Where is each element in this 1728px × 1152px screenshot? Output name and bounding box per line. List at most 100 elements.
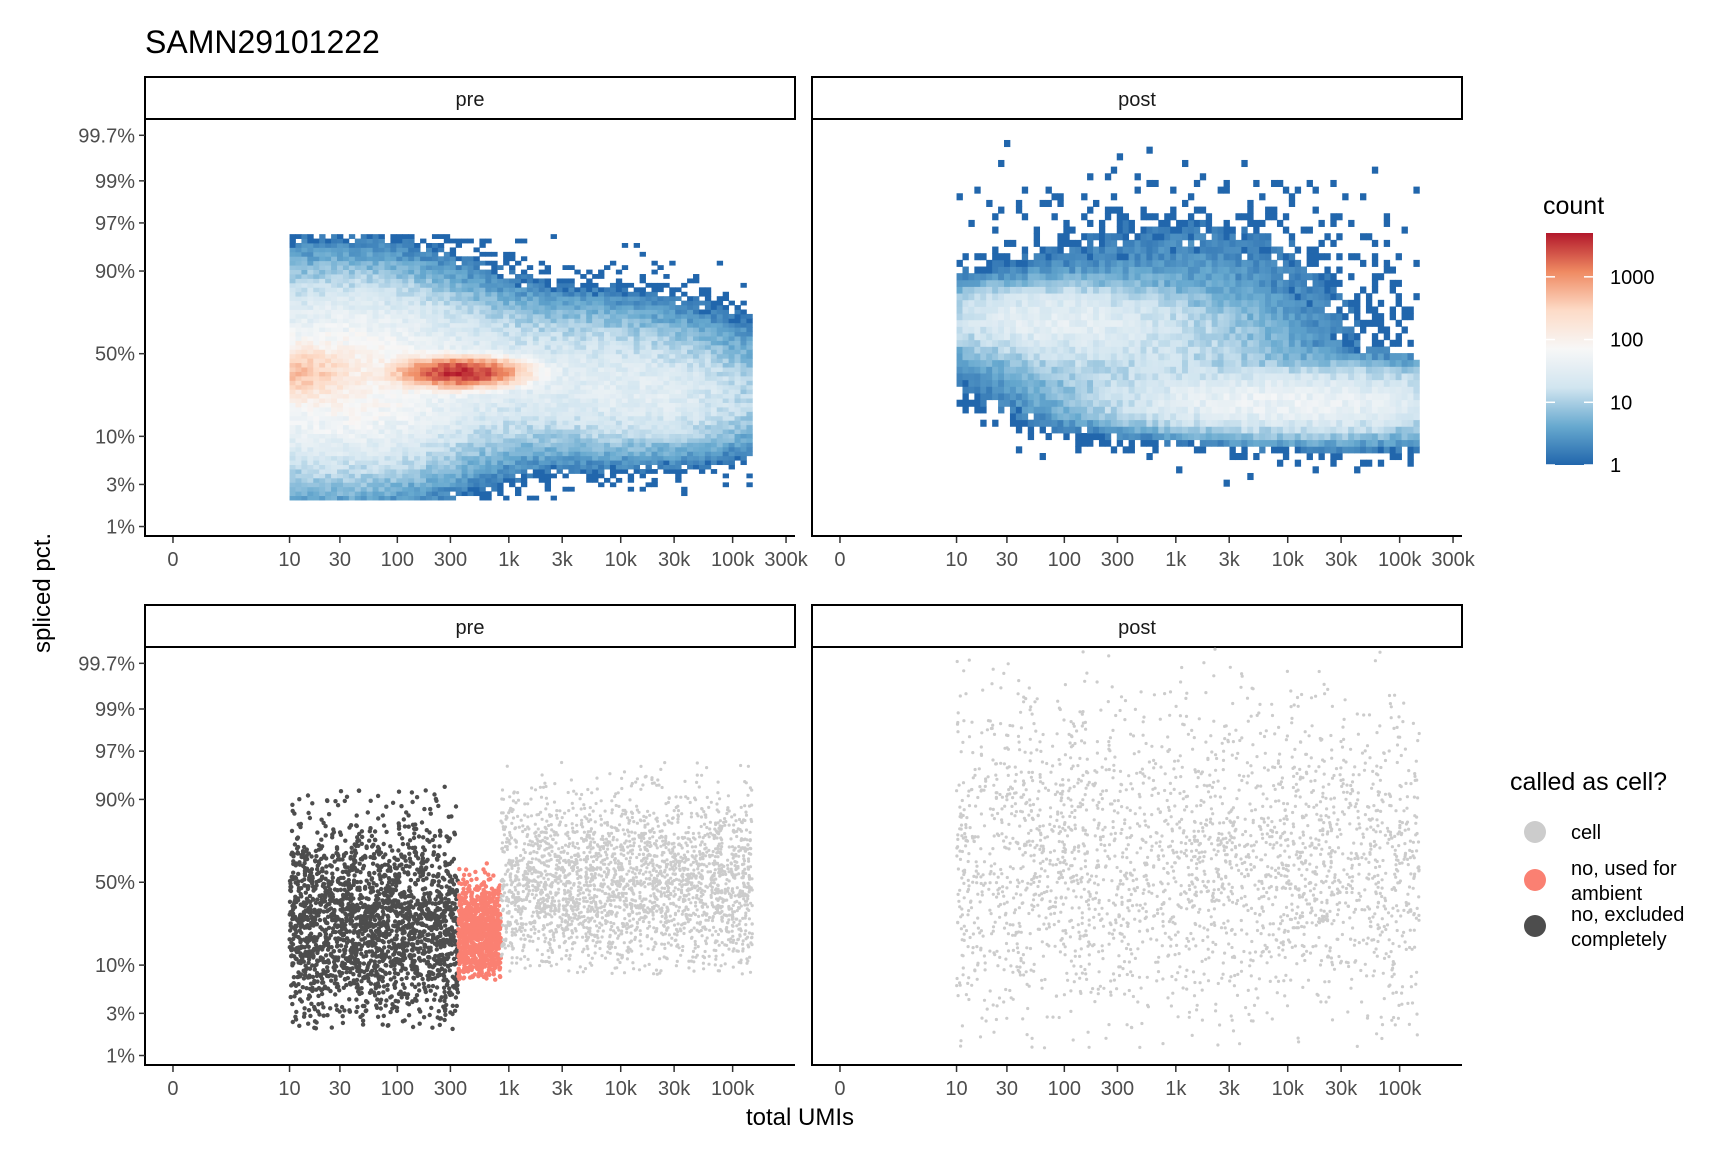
heatmap-cell bbox=[704, 380, 712, 386]
heatmap-cell bbox=[1098, 339, 1106, 347]
heatmap-cell bbox=[687, 446, 694, 452]
heatmap-cell bbox=[491, 331, 498, 337]
heatmap-cell bbox=[1045, 299, 1052, 307]
heatmap-cell bbox=[443, 460, 451, 466]
heatmap-cell bbox=[1122, 379, 1130, 387]
heatmap-cell bbox=[372, 344, 379, 350]
heatmap-cell bbox=[1063, 353, 1070, 361]
heatmap-cell bbox=[639, 486, 646, 492]
heatmap-cell bbox=[698, 464, 706, 470]
heatmap-cell bbox=[627, 389, 635, 395]
heatmap-cell bbox=[669, 389, 676, 395]
heatmap-cell bbox=[1087, 379, 1094, 387]
heatmap-cell bbox=[645, 451, 652, 457]
heatmap-cell bbox=[1140, 259, 1147, 267]
heatmap-cell bbox=[443, 407, 451, 412]
heatmap-cell bbox=[396, 274, 403, 279]
heatmap-cell bbox=[1021, 386, 1029, 394]
heatmap-cell bbox=[289, 243, 296, 248]
heatmap-cell bbox=[1063, 286, 1070, 294]
heatmap-cell bbox=[289, 482, 296, 488]
heatmap-cell bbox=[396, 327, 403, 333]
heatmap-cell bbox=[337, 469, 344, 474]
heatmap-cell bbox=[1004, 273, 1011, 281]
heatmap-cell bbox=[509, 407, 516, 412]
heatmap-cell bbox=[414, 274, 421, 279]
heatmap-cell bbox=[372, 389, 379, 395]
heatmap-cell bbox=[586, 296, 593, 302]
heatmap-cell bbox=[1104, 386, 1112, 394]
heatmap-cell bbox=[532, 313, 540, 319]
heatmap-cell bbox=[402, 402, 409, 408]
heatmap-cell bbox=[313, 393, 320, 399]
heatmap-cell bbox=[998, 319, 1005, 327]
heatmap-cell bbox=[1093, 246, 1100, 254]
heatmap-cell bbox=[467, 455, 474, 461]
heatmap-cell bbox=[348, 318, 356, 324]
heatmap-cell bbox=[331, 411, 338, 417]
heatmap-cell bbox=[1051, 426, 1058, 434]
heatmap-cell bbox=[289, 260, 296, 266]
heatmap-cell bbox=[663, 442, 670, 448]
heatmap-cell bbox=[1039, 413, 1046, 421]
heatmap-cell bbox=[538, 402, 546, 408]
heatmap-cell bbox=[1104, 286, 1112, 294]
heatmap-cell bbox=[402, 269, 409, 275]
heatmap-cell bbox=[396, 473, 403, 479]
heatmap-cell bbox=[420, 393, 427, 399]
heatmap-cell bbox=[396, 318, 403, 324]
heatmap-cell bbox=[461, 318, 468, 324]
heatmap-cell bbox=[710, 411, 718, 417]
heatmap-cell bbox=[331, 389, 338, 395]
heatmap-cell bbox=[609, 460, 617, 466]
heatmap-cell bbox=[604, 438, 611, 443]
heatmap-cell bbox=[515, 305, 522, 310]
heatmap-cell bbox=[1039, 266, 1046, 274]
heatmap-cell bbox=[485, 438, 492, 443]
heatmap-cell bbox=[378, 411, 385, 417]
heatmap-cell bbox=[443, 318, 451, 324]
heatmap-cell bbox=[1081, 379, 1088, 387]
heatmap-cell bbox=[615, 322, 623, 328]
heatmap-cell bbox=[716, 455, 724, 461]
heatmap-cell bbox=[1004, 386, 1011, 394]
heatmap-cell bbox=[1128, 386, 1135, 394]
heatmap-cell bbox=[704, 362, 712, 368]
heatmap-cell bbox=[396, 371, 403, 377]
heatmap-cell bbox=[669, 398, 676, 403]
heatmap-cell bbox=[1087, 266, 1094, 274]
heatmap-cell bbox=[633, 331, 641, 337]
heatmap-cell bbox=[443, 424, 451, 430]
heatmap-cell bbox=[716, 438, 724, 443]
heatmap-cell bbox=[1069, 253, 1076, 261]
heatmap-cell bbox=[592, 371, 599, 377]
heatmap-cell bbox=[681, 349, 688, 355]
heatmap-cell bbox=[443, 455, 451, 461]
heatmap-cell bbox=[420, 256, 427, 262]
heatmap-cell bbox=[295, 247, 302, 253]
heatmap-cell bbox=[1027, 266, 1035, 274]
heatmap-cell bbox=[420, 389, 427, 395]
heatmap-cell bbox=[1081, 306, 1088, 314]
heatmap-cell bbox=[681, 327, 688, 333]
heatmap-cell bbox=[574, 446, 581, 452]
heatmap-cell bbox=[669, 429, 676, 434]
heatmap-cell bbox=[295, 291, 302, 297]
heatmap-cell bbox=[420, 384, 427, 390]
heatmap-cell bbox=[532, 384, 540, 390]
heatmap-cell bbox=[728, 411, 735, 417]
heatmap-cell bbox=[698, 424, 706, 430]
heatmap-cell bbox=[366, 442, 374, 448]
heatmap-cell bbox=[1009, 399, 1017, 407]
heatmap-cell bbox=[615, 344, 623, 350]
heatmap-cell bbox=[568, 455, 575, 461]
heatmap-cell bbox=[1033, 373, 1041, 381]
heatmap-cell bbox=[704, 287, 712, 293]
heatmap-cell bbox=[372, 300, 379, 306]
heatmap-cell bbox=[402, 300, 409, 306]
heatmap-cell bbox=[1146, 213, 1153, 221]
heatmap-cell bbox=[693, 464, 700, 470]
heatmap-cell bbox=[497, 402, 504, 408]
heatmap-cell bbox=[1033, 226, 1041, 234]
heatmap-cell bbox=[639, 460, 646, 466]
